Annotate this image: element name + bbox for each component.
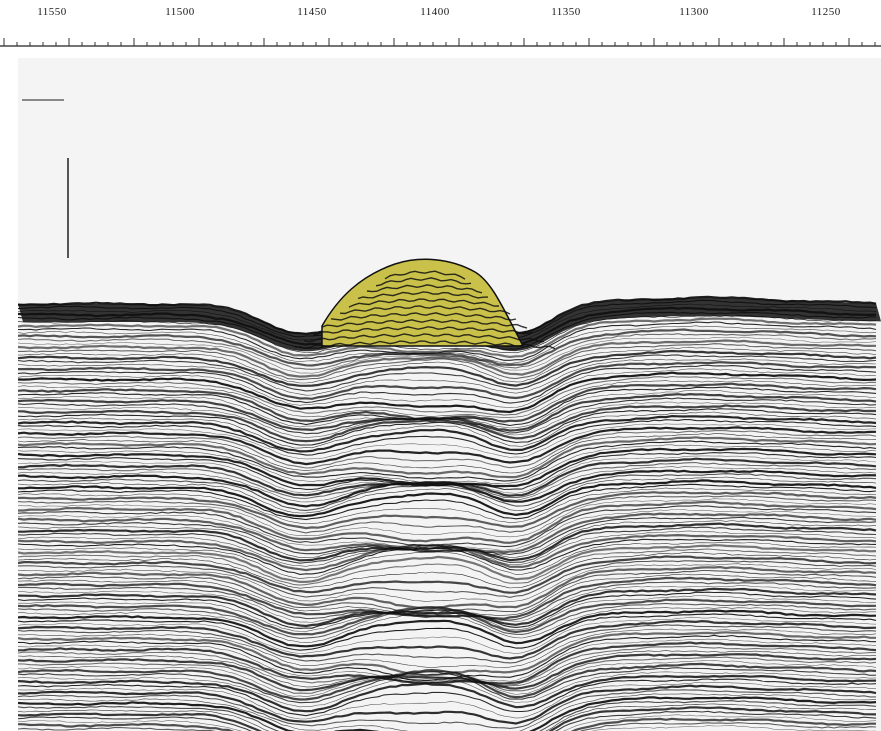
shotpoint-scale-bar: 11550 11500 11450 11400 11350 11300 1125… xyxy=(0,0,881,58)
shotpoint-label-11550: 11550 xyxy=(37,6,67,18)
shotpoint-label-11250: 11250 xyxy=(811,6,841,18)
shotpoint-label-11350: 11350 xyxy=(551,6,581,18)
shotpoint-label-11450: 11450 xyxy=(297,6,327,18)
shotpoint-label-11300: 11300 xyxy=(679,6,709,18)
mound-fill xyxy=(321,258,525,347)
scale-minor-ticks xyxy=(3,38,876,46)
seismic-reflectors xyxy=(0,58,881,731)
seismic-section-image xyxy=(0,58,881,731)
highlighted-mound xyxy=(295,258,556,350)
shotpoint-label-11500: 11500 xyxy=(165,6,195,18)
scale-axis-line xyxy=(0,38,881,47)
mound-reflectors xyxy=(295,270,556,350)
shotpoint-label-11400: 11400 xyxy=(420,6,450,18)
